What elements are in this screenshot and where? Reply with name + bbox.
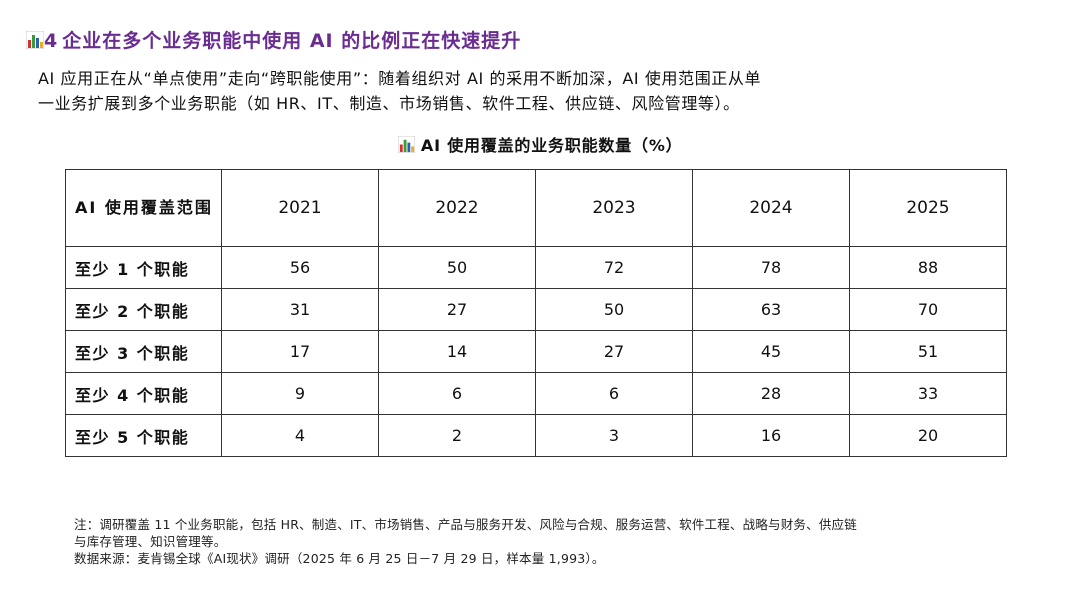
- row-label: 至少 4 个职能: [65, 372, 222, 415]
- table-cell: 3: [535, 414, 693, 457]
- row-label: 至少 1 个职能: [65, 246, 222, 289]
- table-row: 至少 4 个职能 9 6 6 28 33: [65, 372, 1007, 415]
- table-cell: 56: [221, 246, 379, 289]
- year-header: 2024: [692, 169, 850, 247]
- table-cell: 51: [849, 330, 1007, 373]
- intro-line-1: AI 应用正在从“单点使用”走向“跨职能使用”：随着组织对 AI 的采用不断加深…: [38, 69, 762, 88]
- section-number: 4: [44, 30, 59, 52]
- footnotes: 注：调研覆盖 11 个业务职能，包括 HR、制造、IT、市场销售、产品与服务开发…: [74, 516, 1049, 567]
- row-label: 至少 3 个职能: [65, 330, 222, 373]
- table-cell: 50: [378, 246, 536, 289]
- year-header: 2025: [849, 169, 1007, 247]
- bar-chart-icon: [26, 31, 44, 49]
- table-cell: 6: [378, 372, 536, 415]
- table-cell: 88: [849, 246, 1007, 289]
- table-cell: 16: [692, 414, 850, 457]
- bar-chart-icon: [397, 136, 415, 153]
- table-cell: 17: [221, 330, 379, 373]
- table-cell: 6: [535, 372, 693, 415]
- year-header: 2023: [535, 169, 693, 247]
- table-cell: 20: [849, 414, 1007, 457]
- table-cell: 9: [221, 372, 379, 415]
- table-cell: 27: [535, 330, 693, 373]
- note-line-1: 注：调研覆盖 11 个业务职能，包括 HR、制造、IT、市场销售、产品与服务开发…: [74, 517, 857, 532]
- table-cell: 70: [849, 288, 1007, 331]
- year-header: 2021: [221, 169, 379, 247]
- table-row: 至少 2 个职能 31 27 50 63 70: [65, 288, 1007, 331]
- corner-header: AI 使用覆盖范围: [65, 169, 222, 247]
- table-cell: 78: [692, 246, 850, 289]
- table-row: 至少 1 个职能 56 50 72 78 88: [65, 246, 1007, 289]
- function-coverage-table: AI 使用覆盖范围 2021 2022 2023 2024 2025 至少 1 …: [65, 169, 1007, 457]
- table-cell: 2: [378, 414, 536, 457]
- table-cell: 27: [378, 288, 536, 331]
- table-title: AI 使用覆盖的业务职能数量（%）: [0, 132, 1080, 156]
- intro-line-2: 一业务扩展到多个业务职能（如 HR、IT、制造、市场销售、软件工程、供应链、风险…: [38, 94, 740, 113]
- table-cell: 50: [535, 288, 693, 331]
- section-title-text: 企业在多个业务职能中使用 AI 的比例正在快速提升: [62, 30, 522, 52]
- section-title: 4 企业在多个业务职能中使用 AI 的比例正在快速提升: [26, 26, 521, 53]
- table-header-row: AI 使用覆盖范围 2021 2022 2023 2024 2025: [65, 169, 1007, 247]
- table-cell: 14: [378, 330, 536, 373]
- table-cell: 72: [535, 246, 693, 289]
- year-header: 2022: [378, 169, 536, 247]
- table-cell: 28: [692, 372, 850, 415]
- table-row: 至少 3 个职能 17 14 27 45 51: [65, 330, 1007, 373]
- row-label: 至少 5 个职能: [65, 414, 222, 457]
- table-cell: 4: [221, 414, 379, 457]
- table-cell: 45: [692, 330, 850, 373]
- row-label: 至少 2 个职能: [65, 288, 222, 331]
- intro-paragraph: AI 应用正在从“单点使用”走向“跨职能使用”：随着组织对 AI 的采用不断加深…: [38, 66, 1038, 116]
- table-cell: 63: [692, 288, 850, 331]
- table-cell: 33: [849, 372, 1007, 415]
- note-line-2: 与库存管理、知识管理等。: [74, 534, 227, 549]
- table-title-text: AI 使用覆盖的业务职能数量（%）: [420, 136, 683, 155]
- table-row: 至少 5 个职能 4 2 3 16 20: [65, 414, 1007, 457]
- data-source: 数据来源：麦肯锡全球《AI现状》调研（2025 年 6 月 25 日－7 月 2…: [74, 551, 605, 566]
- table-cell: 31: [221, 288, 379, 331]
